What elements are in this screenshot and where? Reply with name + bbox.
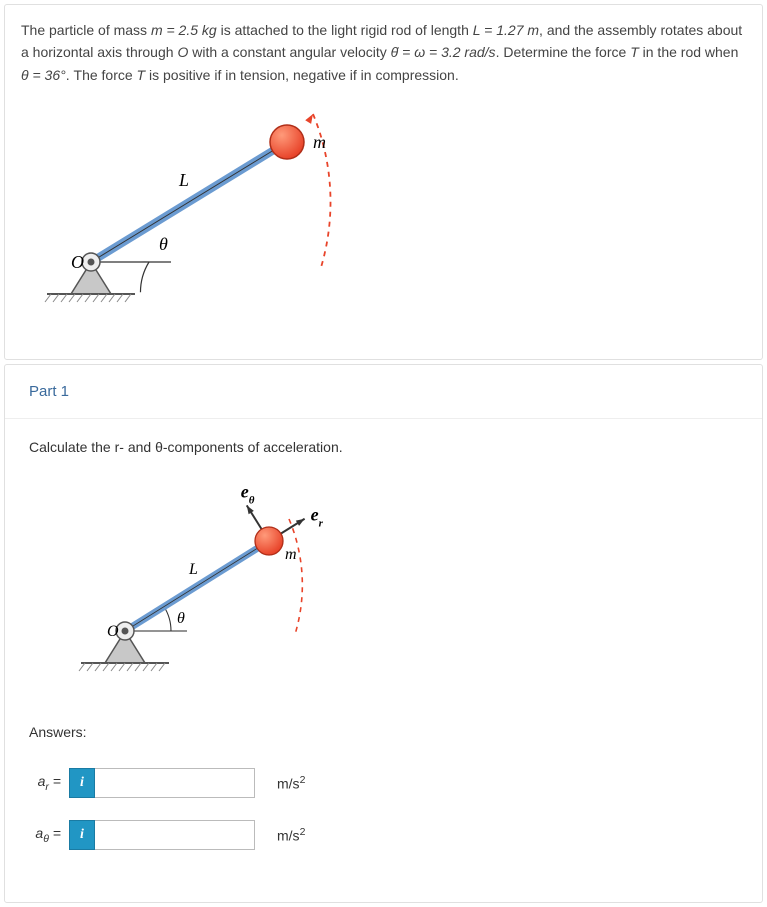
answers-label: Answers: [29, 724, 738, 740]
theta-eq: θ = 36° [21, 67, 66, 83]
svg-text:L: L [178, 170, 189, 190]
svg-text:O: O [107, 623, 119, 640]
t1: T [630, 44, 639, 60]
part-1-card: Part 1 Calculate the r- and θ-components… [4, 364, 763, 903]
svg-text:O: O [71, 252, 84, 272]
txt: . The force [66, 67, 137, 83]
answer-label: ar = [29, 773, 69, 793]
svg-text:θ: θ [159, 234, 168, 254]
svg-text:m: m [313, 132, 326, 152]
part-1-header: Part 1 [5, 365, 762, 419]
diagram-1-wrap: Lθ m O [39, 102, 746, 335]
svg-text:er: er [311, 505, 324, 530]
answer-row: ar =i m/s2 [29, 768, 738, 798]
txt: in the rod when [639, 44, 739, 60]
svg-text:m: m [285, 546, 297, 563]
part-1-instruction: Calculate the r- and θ-components of acc… [29, 439, 738, 455]
answer-label: aθ = [29, 825, 69, 845]
svg-text:L: L [188, 561, 198, 578]
diagram-1: Lθ m O [39, 102, 339, 332]
answer-section: Answers: ar =im/s2aθ =im/s2 [29, 724, 738, 850]
part-1-body: Calculate the r- and θ-components of acc… [5, 419, 762, 850]
txt: is attached to the light rigid rod of le… [217, 22, 473, 38]
txt: is positive if in tension, negative if i… [145, 67, 459, 83]
answer-input-0[interactable] [95, 768, 255, 798]
problem-text: The particle of mass m = 2.5 kg is attac… [21, 19, 746, 86]
answer-row: aθ =i m/s2 [29, 820, 738, 850]
thetadot-eq: θ̇ = ω = 3.2 rad/s [391, 44, 496, 60]
answer-unit: m/s2 [277, 826, 305, 844]
m-eq: m = 2.5 kg [151, 22, 217, 38]
diagram-2-wrap: Lθ m Oeθ er [47, 471, 738, 694]
problem-card: The particle of mass m = 2.5 kg is attac… [4, 4, 763, 360]
answer-input-1[interactable] [95, 820, 255, 850]
txt: The particle of mass [21, 22, 151, 38]
t2: T [137, 67, 146, 83]
svg-text:θ: θ [177, 610, 185, 627]
diagram-2: Lθ m Oeθ er [47, 471, 347, 691]
info-icon[interactable]: i [69, 820, 95, 850]
l-eq: L = 1.27 m [473, 22, 539, 38]
svg-text:eθ: eθ [241, 482, 255, 507]
o: O [177, 44, 188, 60]
answer-unit: m/s2 [277, 774, 305, 792]
txt: . Determine the force [496, 44, 631, 60]
txt: with a constant angular velocity [188, 44, 390, 60]
info-icon[interactable]: i [69, 768, 95, 798]
